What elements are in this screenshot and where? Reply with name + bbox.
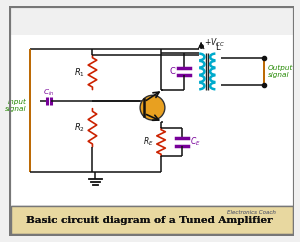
Text: $C_{in}$: $C_{in}$: [44, 87, 55, 98]
Bar: [11, 35, 292, 234]
Text: $+V_{CC}$: $+V_{CC}$: [204, 37, 225, 49]
Text: $R_1$: $R_1$: [74, 66, 85, 79]
Bar: [11, 206, 292, 234]
Text: Electronics Coach: Electronics Coach: [227, 210, 276, 215]
Circle shape: [140, 95, 165, 120]
Text: $C_E$: $C_E$: [190, 136, 200, 148]
Text: C: C: [169, 67, 175, 76]
Text: Electronics Coach: Electronics Coach: [227, 210, 276, 215]
Text: Input
signal: Input signal: [5, 99, 27, 112]
Text: $R_2$: $R_2$: [74, 121, 85, 134]
Text: Basic circuit diagram of a Tuned Amplifier: Basic circuit diagram of a Tuned Amplifi…: [26, 216, 273, 225]
Text: Output
signal: Output signal: [268, 65, 293, 78]
Text: L: L: [215, 43, 220, 52]
Text: $R_E$: $R_E$: [143, 136, 153, 148]
Text: Basic circuit diagram of a Tuned Amplifier: Basic circuit diagram of a Tuned Amplifi…: [26, 216, 273, 225]
Bar: [11, 206, 292, 234]
